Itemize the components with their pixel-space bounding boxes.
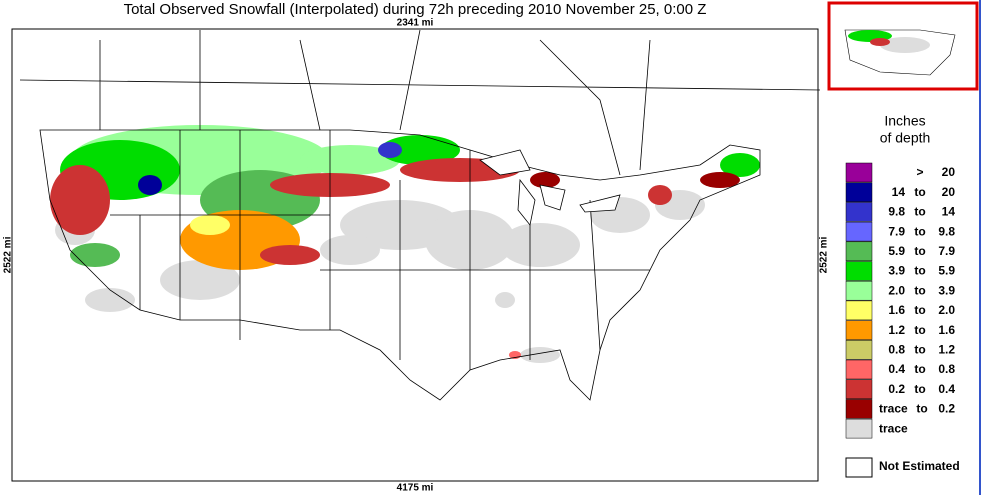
legend-high: 1.6 — [938, 323, 955, 337]
legend: >20 14 to 20 9.8 to 14 7.9 to 9.8 5.9 to 7.9 3.9 to 5.9… — [845, 162, 956, 439]
inset-map — [827, 1, 979, 91]
legend-low: 0.8 — [888, 342, 905, 356]
legend-low: trace — [879, 402, 908, 416]
legend-low: 0.4 — [888, 362, 905, 376]
map — [11, 28, 821, 482]
legend-high: 0.4 — [938, 382, 955, 396]
legend-low: 3.9 — [888, 264, 905, 278]
legend-low: 1.2 — [888, 323, 905, 337]
legend-high: 9.8 — [938, 224, 955, 238]
legend-low: 14 — [892, 185, 906, 199]
legend-high: 1.2 — [938, 342, 955, 356]
legend-swatch — [845, 241, 873, 262]
legend-high: 3.9 — [938, 283, 955, 297]
right-distance: 2522 mi — [819, 236, 830, 273]
legend-sep: to — [914, 264, 925, 278]
legend-sep: to — [914, 342, 925, 356]
legend-sep: to — [914, 283, 925, 297]
legend-swatch — [845, 359, 873, 380]
legend-title: Inches — [884, 113, 925, 129]
not-estimated-label: Not Estimated — [879, 459, 960, 473]
legend-low: 1.6 — [888, 303, 905, 317]
not-estimated-swatch — [845, 457, 873, 478]
title: Total Observed Snowfall (Interpolated) d… — [124, 1, 707, 18]
legend-sep: to — [914, 224, 925, 238]
legend-sep: > — [916, 165, 923, 179]
legend-sep: to — [916, 402, 927, 416]
legend-high: 0.8 — [938, 362, 955, 376]
legend-high: 20 — [942, 185, 956, 199]
legend-sep: to — [914, 244, 925, 258]
legend-swatch — [845, 221, 873, 242]
legend-low: 2.0 — [888, 283, 905, 297]
legend-sep: to — [914, 323, 925, 337]
legend-high: 20 — [942, 165, 956, 179]
legend-swatch — [845, 379, 873, 399]
legend-sep: to — [914, 382, 925, 396]
top-distance: 2341 mi — [397, 18, 434, 29]
legend-low: 0.2 — [888, 382, 905, 396]
legend-low: trace — [879, 421, 908, 435]
legend-swatch — [845, 300, 873, 321]
legend-sep: to — [914, 185, 925, 199]
legend-swatch — [845, 182, 873, 202]
legend-high: 0.2 — [938, 402, 955, 416]
legend-sep: to — [914, 205, 925, 219]
legend-low: 7.9 — [888, 224, 905, 238]
legend-title: of depth — [880, 130, 931, 146]
legend-swatch — [845, 399, 873, 419]
legend-swatch — [845, 202, 873, 222]
legend-high: 5.9 — [938, 264, 955, 278]
legend-swatch — [845, 261, 873, 281]
legend-swatch — [845, 162, 873, 183]
legend-sep: to — [914, 303, 925, 317]
legend-low: 5.9 — [888, 244, 905, 258]
legend-high: 7.9 — [938, 244, 955, 258]
left-distance: 2522 mi — [3, 236, 14, 273]
bottom-distance: 4175 mi — [397, 483, 434, 494]
legend-swatch — [845, 320, 873, 340]
legend-high: 2.0 — [938, 303, 955, 317]
legend-swatch — [845, 418, 873, 439]
legend-swatch — [845, 280, 873, 301]
legend-low: 9.8 — [888, 205, 905, 219]
legend-swatch — [845, 340, 873, 360]
legend-sep: to — [914, 362, 925, 376]
legend-high: 14 — [942, 205, 956, 219]
